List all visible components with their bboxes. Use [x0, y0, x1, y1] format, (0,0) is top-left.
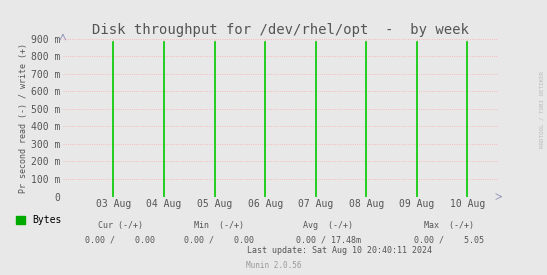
Text: Munin 2.0.56: Munin 2.0.56 — [246, 261, 301, 270]
Y-axis label: Pr second read (-) / write (+): Pr second read (-) / write (+) — [19, 43, 28, 192]
Text: RRDTOOL / TOBI OETIKER: RRDTOOL / TOBI OETIKER — [539, 72, 544, 148]
Legend: Bytes: Bytes — [16, 215, 62, 225]
Text: Last update: Sat Aug 10 20:40:11 2024: Last update: Sat Aug 10 20:40:11 2024 — [247, 246, 432, 255]
Title: Disk throughput for /dev/rhel/opt  -  by week: Disk throughput for /dev/rhel/opt - by w… — [92, 23, 469, 37]
Text: Min  (-/+): Min (-/+) — [194, 221, 244, 230]
Text: 0.00 /    0.00: 0.00 / 0.00 — [184, 235, 254, 244]
Text: 0.00 /    0.00: 0.00 / 0.00 — [85, 235, 155, 244]
Text: Cur (-/+): Cur (-/+) — [98, 221, 143, 230]
Text: Max  (-/+): Max (-/+) — [423, 221, 474, 230]
Text: 0.00 / 17.48m: 0.00 / 17.48m — [296, 235, 360, 244]
Text: Avg  (-/+): Avg (-/+) — [303, 221, 353, 230]
Text: 0.00 /    5.05: 0.00 / 5.05 — [414, 235, 484, 244]
